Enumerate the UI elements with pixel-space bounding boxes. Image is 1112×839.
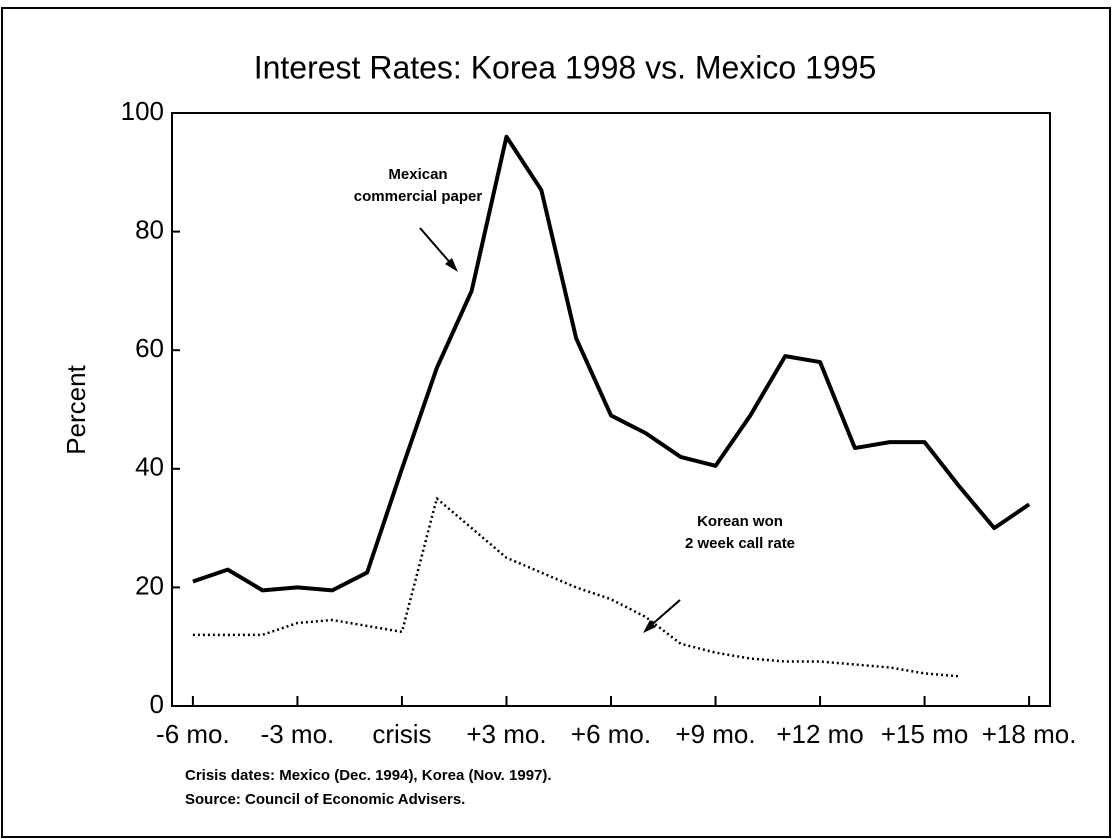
arrow-head — [643, 620, 656, 633]
x-tick-label: -3 mo. — [261, 719, 335, 749]
annotation: Mexican — [388, 166, 447, 183]
arrow — [419, 227, 454, 267]
annotation: Korean won — [697, 513, 783, 530]
x-tick-label: crisis — [372, 719, 431, 749]
y-tick-label: 0 — [150, 689, 164, 719]
plot-area — [171, 112, 1051, 707]
frame — [1, 7, 1111, 838]
y-tick-label: 20 — [135, 570, 164, 600]
footnote: Source: Council of Economic Advisers. — [185, 791, 465, 808]
y-tick-label: 100 — [121, 96, 164, 126]
chart-title: Interest Rates: Korea 1998 vs. Mexico 19… — [254, 49, 877, 85]
y-axis-label: Percent — [61, 364, 91, 454]
x-tick-label: +9 mo. — [675, 719, 755, 749]
x-tick-label: +12 mo — [776, 719, 863, 749]
annotation: commercial paper — [354, 188, 483, 205]
x-tick-label: +18 mo. — [982, 719, 1077, 749]
arrow-head — [445, 258, 458, 272]
annotation: 2 week call rate — [685, 535, 795, 552]
footnote: Crisis dates: Mexico (Dec. 1994), Korea … — [185, 767, 552, 784]
series-line — [192, 134, 1031, 593]
x-tick-label: +15 mo — [881, 719, 968, 749]
x-tick-label: +6 mo. — [571, 719, 651, 749]
y-tick-label: 60 — [135, 333, 164, 363]
y-tick-label: 80 — [135, 214, 164, 244]
x-tick-label: -6 mo. — [156, 719, 230, 749]
arrow — [647, 599, 681, 629]
x-tick-label: +3 mo. — [466, 719, 546, 749]
y-tick-label: 40 — [135, 452, 164, 482]
